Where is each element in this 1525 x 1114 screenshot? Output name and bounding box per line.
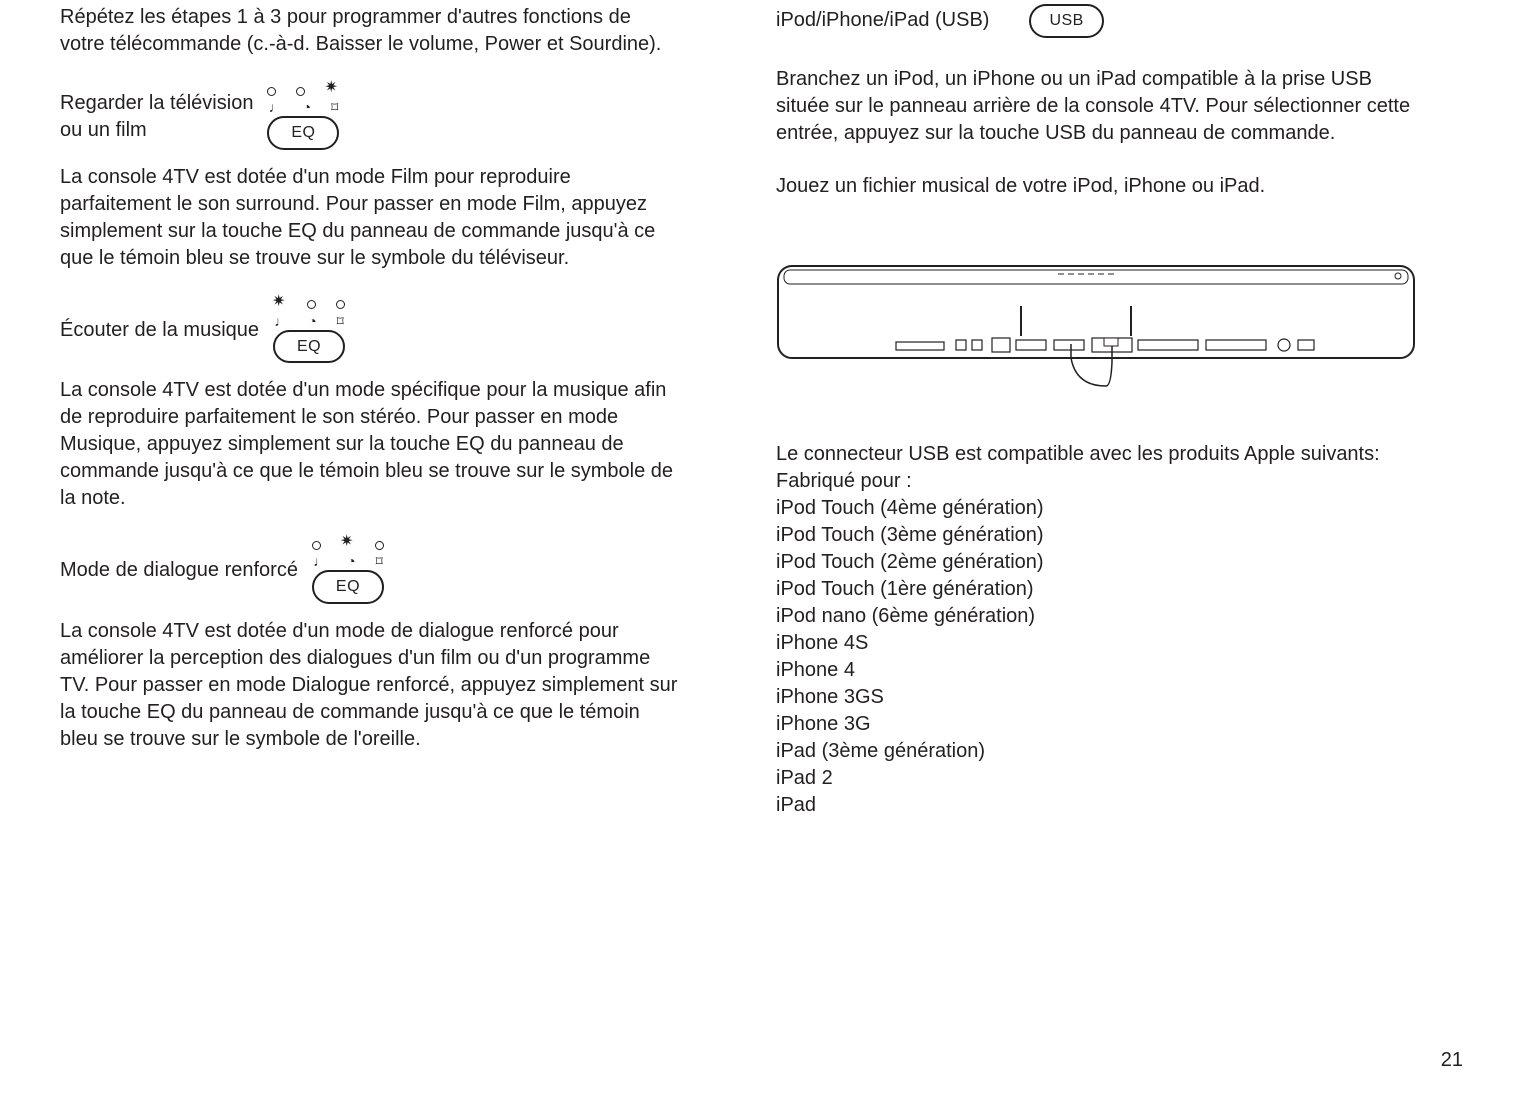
dialogue-eq-block: ♩ ◔ ⌑ EQ: [312, 538, 384, 604]
tv-section-head: Regarder la télévision ou un film ♩ ◔ ⌑ …: [60, 84, 680, 150]
compat-item: iPod nano (6ème génération): [776, 603, 1426, 630]
intro-paragraph: Répétez les étapes 1 à 3 pour programmer…: [60, 4, 680, 58]
eq-led-ear-off-icon: [296, 87, 305, 96]
tv-label-line1: Regarder la télévision: [60, 90, 253, 117]
eq-led-tv-off-icon: [336, 300, 345, 309]
compat-item: iPad: [776, 792, 1426, 819]
compat-item: iPod Touch (2ème génération): [776, 549, 1426, 576]
compat-item: iPad (3ème génération): [776, 738, 1426, 765]
eq-led-music-off-icon: [267, 87, 276, 96]
tv-icon: ⌑: [337, 314, 344, 328]
eq-led-ear-on-icon: [341, 538, 355, 552]
eq-led-music-off-icon: [312, 541, 321, 550]
usb-body: Branchez un iPod, un iPhone ou un iPad c…: [776, 66, 1426, 147]
dialogue-body: La console 4TV est dotée d'un mode de di…: [60, 618, 680, 753]
tv-eq-block: ♩ ◔ ⌑ EQ: [267, 84, 339, 150]
note-icon: ♩: [313, 554, 327, 568]
eq-button-music: EQ: [273, 330, 345, 364]
note-icon: ♩: [269, 100, 283, 114]
note-icon: ♩: [274, 314, 288, 328]
compat-item: iPod Touch (4ème génération): [776, 495, 1426, 522]
ear-icon: ◔: [308, 314, 316, 328]
tv-label-line2: ou un film: [60, 117, 253, 144]
dialogue-section-head: Mode de dialogue renforcé ♩ ◔ ⌑ EQ: [60, 538, 680, 604]
compat-item: iPhone 4S: [776, 630, 1426, 657]
tv-icon: ⌑: [376, 554, 383, 568]
ear-icon: ◔: [347, 554, 355, 568]
console-rear-diagram: [776, 246, 1416, 391]
compat-item: iPhone 3G: [776, 711, 1426, 738]
compat-item: iPhone 4: [776, 657, 1426, 684]
compat-intro: Le connecteur USB est compatible avec le…: [776, 441, 1426, 468]
music-eq-block: ♩ ◔ ⌑ EQ: [273, 298, 345, 364]
eq-led-music-on-icon: [273, 298, 287, 312]
usb-section-head: iPod/iPhone/iPad (USB) USB: [776, 4, 1426, 38]
usb-play: Jouez un fichier musical de votre iPod, …: [776, 173, 1426, 200]
usb-label: iPod/iPhone/iPad (USB): [776, 7, 989, 34]
music-body: La console 4TV est dotée d'un mode spéci…: [60, 377, 680, 512]
compat-item: iPad 2: [776, 765, 1426, 792]
compat-made-for: Fabriqué pour :: [776, 468, 1426, 495]
ear-icon: ◔: [303, 100, 311, 114]
music-label: Écouter de la musique: [60, 317, 259, 344]
eq-button-dialogue: EQ: [312, 570, 384, 604]
eq-button-tv: EQ: [267, 116, 339, 150]
usb-button: USB: [1029, 4, 1103, 38]
compat-item: iPod Touch (1ère génération): [776, 576, 1426, 603]
eq-led-tv-off-icon: [375, 541, 384, 550]
music-section-head: Écouter de la musique ♩ ◔ ⌑ EQ: [60, 298, 680, 364]
eq-led-ear-off-icon: [307, 300, 316, 309]
tv-icon: ⌑: [331, 100, 338, 114]
compat-item: iPhone 3GS: [776, 684, 1426, 711]
page-number: 21: [1441, 1047, 1463, 1074]
eq-led-tv-on-icon: [325, 84, 339, 98]
tv-body: La console 4TV est dotée d'un mode Film …: [60, 164, 680, 272]
compat-item: iPod Touch (3ème génération): [776, 522, 1426, 549]
dialogue-label: Mode de dialogue renforcé: [60, 557, 298, 584]
compat-list: Le connecteur USB est compatible avec le…: [776, 441, 1426, 819]
